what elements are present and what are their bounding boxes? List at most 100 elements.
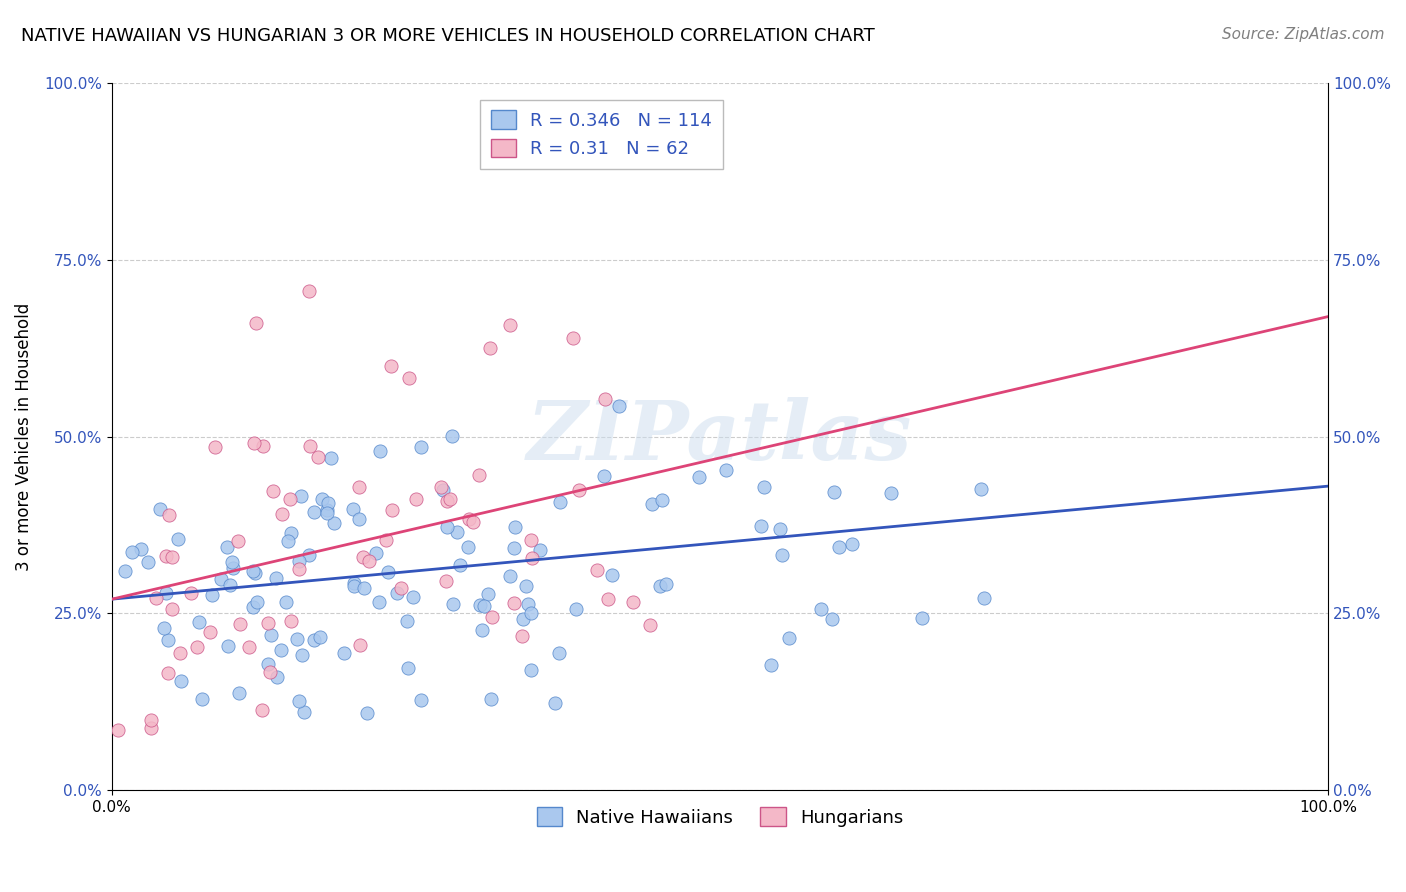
Point: [479, 341, 502, 355]
Point: [262, 483, 284, 498]
Point: [650, 579, 672, 593]
Point: [316, 506, 339, 520]
Point: [221, 555, 243, 569]
Point: [309, 630, 332, 644]
Point: [347, 512, 370, 526]
Point: [449, 558, 471, 573]
Point: [880, 486, 903, 500]
Point: [198, 624, 221, 639]
Point: [561, 331, 583, 345]
Point: [315, 503, 337, 517]
Point: [245, 317, 267, 331]
Point: [228, 686, 250, 700]
Point: [769, 522, 792, 536]
Point: [398, 661, 420, 675]
Point: [298, 284, 321, 298]
Point: [641, 497, 664, 511]
Point: [970, 483, 993, 497]
Point: [440, 429, 463, 443]
Y-axis label: 3 or more Vehicles in Household: 3 or more Vehicles in Household: [15, 302, 32, 571]
Point: [499, 318, 522, 332]
Point: [457, 540, 479, 554]
Point: [304, 505, 326, 519]
Point: [529, 543, 551, 558]
Point: [520, 533, 543, 548]
Point: [259, 665, 281, 680]
Point: [754, 480, 776, 494]
Point: [155, 586, 177, 600]
Point: [550, 495, 572, 509]
Point: [565, 602, 588, 616]
Legend: Native Hawaiians, Hungarians: Native Hawaiians, Hungarians: [530, 800, 911, 834]
Point: [434, 574, 457, 588]
Point: [380, 503, 402, 517]
Point: [285, 632, 308, 647]
Point: [828, 540, 851, 554]
Point: [280, 614, 302, 628]
Point: [395, 614, 418, 628]
Point: [520, 663, 543, 677]
Point: [430, 480, 453, 494]
Point: [160, 602, 183, 616]
Point: [217, 639, 239, 653]
Point: [510, 629, 533, 643]
Point: [107, 723, 129, 737]
Point: [242, 600, 264, 615]
Point: [167, 533, 190, 547]
Point: [266, 670, 288, 684]
Point: [520, 606, 543, 620]
Point: [288, 694, 311, 708]
Point: [380, 359, 402, 373]
Text: NATIVE HAWAIIAN VS HUNGARIAN 3 OR MORE VEHICLES IN HOUSEHOLD CORRELATION CHART: NATIVE HAWAIIAN VS HUNGARIAN 3 OR MORE V…: [21, 27, 875, 45]
Point: [458, 512, 481, 526]
Point: [316, 495, 339, 509]
Point: [401, 590, 423, 604]
Point: [260, 627, 283, 641]
Point: [311, 492, 333, 507]
Point: [114, 564, 136, 578]
Point: [477, 587, 499, 601]
Point: [502, 541, 524, 556]
Point: [250, 703, 273, 717]
Point: [368, 443, 391, 458]
Point: [515, 579, 537, 593]
Point: [121, 545, 143, 559]
Point: [152, 621, 174, 635]
Point: [600, 568, 623, 582]
Point: [155, 549, 177, 564]
Point: [292, 706, 315, 720]
Text: ZIPatlas: ZIPatlas: [527, 397, 912, 476]
Point: [307, 450, 329, 464]
Point: [405, 491, 427, 506]
Point: [170, 673, 193, 688]
Point: [349, 638, 371, 652]
Point: [547, 646, 569, 660]
Text: Source: ZipAtlas.com: Source: ZipAtlas.com: [1222, 27, 1385, 42]
Point: [543, 696, 565, 710]
Point: [145, 591, 167, 605]
Point: [810, 602, 832, 616]
Point: [347, 480, 370, 494]
Point: [516, 597, 538, 611]
Point: [271, 508, 294, 522]
Point: [290, 489, 312, 503]
Point: [188, 615, 211, 630]
Point: [385, 585, 408, 599]
Point: [353, 581, 375, 595]
Point: [209, 572, 232, 586]
Point: [333, 646, 356, 660]
Point: [201, 588, 224, 602]
Point: [257, 657, 280, 671]
Point: [446, 525, 468, 540]
Point: [270, 643, 292, 657]
Point: [277, 533, 299, 548]
Point: [472, 599, 495, 614]
Point: [389, 582, 412, 596]
Point: [264, 571, 287, 585]
Point: [568, 483, 591, 497]
Point: [375, 533, 398, 548]
Point: [651, 492, 673, 507]
Point: [252, 439, 274, 453]
Point: [638, 618, 661, 632]
Point: [298, 439, 321, 453]
